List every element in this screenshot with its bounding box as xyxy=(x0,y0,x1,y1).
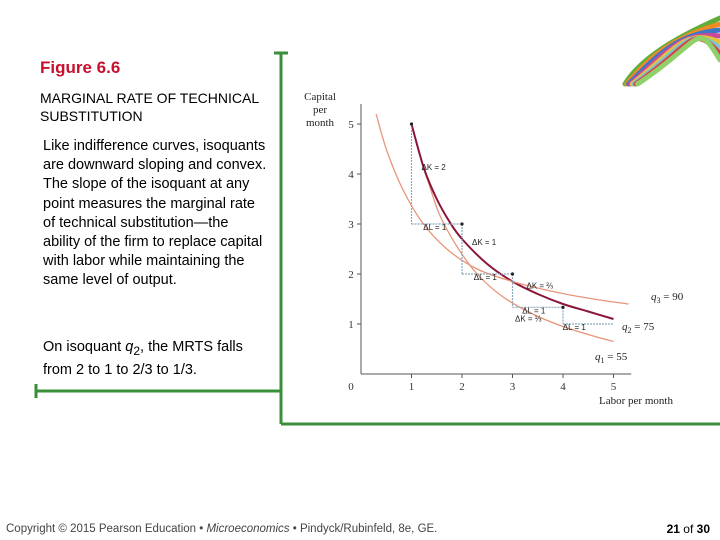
label-q2: q2 = 75 xyxy=(622,321,655,335)
slide-frame xyxy=(34,51,720,426)
y-tick-label-2: 2 xyxy=(348,269,354,281)
mrts-text-post: , the MRTS falls from 2 to 1 to 2/3 to 1… xyxy=(43,339,243,379)
step-2-dk-label: ΔK = 1 xyxy=(472,238,497,247)
y-tick-label-1: 1 xyxy=(348,319,354,331)
x-tick-label-1: 1 xyxy=(409,381,415,393)
mrts-var-q: q xyxy=(125,339,134,355)
footer-authors: • Pindyck/Rubinfeld, 8e, GE. xyxy=(289,523,438,535)
isoquant-q1 xyxy=(426,176,614,343)
isoquant-q2 xyxy=(410,123,614,320)
x-tick-label-4: 4 xyxy=(560,381,566,393)
figure-subtitle: MARGINAL RATE OF TECHNICAL SUBSTITUTION xyxy=(40,90,259,124)
step-2-dl-label: ΔL = 1 xyxy=(474,273,498,282)
y-axis-title-line-2: per xyxy=(313,104,327,116)
step-3-dl-label: ΔL = 1 xyxy=(522,306,546,315)
cable-8 xyxy=(635,35,720,87)
label-q1: q1 = 55 xyxy=(595,351,628,365)
step-4-dk-label: ΔK = ⅓ xyxy=(515,315,542,324)
figure-title: Figure 6.6 xyxy=(40,58,121,77)
x-tick-label-3: 3 xyxy=(510,381,516,393)
step-4-point xyxy=(561,305,565,309)
step-2-point xyxy=(460,222,464,226)
footer-book: Microeconomics xyxy=(206,523,290,535)
step-1-dk-label: ΔK = 2 xyxy=(422,163,447,172)
y-tick-label-5: 5 xyxy=(348,119,354,131)
footer-copyright: Copyright © 2015 Pearson Education • xyxy=(6,523,207,535)
step-3-dk-label: ΔK = ⅔ xyxy=(527,282,554,291)
x-axis-title: Labor per month xyxy=(599,395,673,407)
page-of: of xyxy=(679,522,697,536)
mrts-var-sub: 2 xyxy=(133,343,141,358)
y-axis-title-line-1: Capital xyxy=(304,91,336,103)
origin-label: 0 xyxy=(348,381,354,393)
label-q3: q3 = 90 xyxy=(651,291,684,305)
mrts-paragraph: On isoquant q2, the MRTS falls from 2 to… xyxy=(43,338,268,380)
page-total: 30 xyxy=(696,522,710,536)
description-paragraph: Like indifference curves, isoquants are … xyxy=(43,138,267,289)
decorative-cables xyxy=(622,15,720,87)
page-current: 21 xyxy=(666,522,680,536)
y-tick-label-4: 4 xyxy=(348,169,354,181)
step-4-dl-label: ΔL = 1 xyxy=(563,323,587,332)
footer: Copyright © 2015 Pearson Education • Mic… xyxy=(6,523,437,535)
step-1-point xyxy=(409,122,414,126)
page-number: 21 of 30 xyxy=(667,522,710,536)
isoquant-q3 xyxy=(375,113,629,305)
step-1-dl-label: ΔL = 1 xyxy=(423,223,447,232)
x-tick-label-5: 5 xyxy=(611,381,617,393)
step-3-point xyxy=(510,272,515,276)
y-axis-title-line-3: month xyxy=(306,117,335,129)
mrts-text-pre: On isoquant xyxy=(43,339,126,355)
y-tick-label-3: 3 xyxy=(348,219,354,231)
x-tick-label-2: 2 xyxy=(459,381,465,393)
